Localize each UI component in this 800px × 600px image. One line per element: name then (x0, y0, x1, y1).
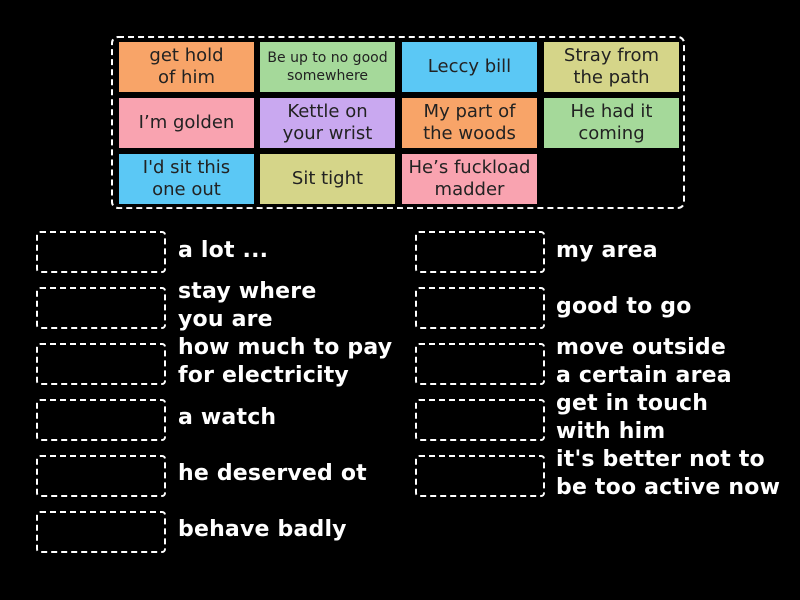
definition-text: he deserved ot (178, 461, 367, 486)
answer-tile[interactable]: He had it coming (543, 97, 680, 149)
answer-tile[interactable]: I’m golden (118, 97, 255, 149)
drop-target-box[interactable] (415, 287, 545, 329)
definition-text: how much to pay for electricity (178, 335, 393, 388)
drop-target-box[interactable] (415, 399, 545, 441)
answer-tile[interactable]: Stray from the path (543, 41, 680, 93)
drop-target-box[interactable] (36, 455, 166, 497)
definition-text: a watch (178, 405, 277, 430)
drop-target-box[interactable] (36, 287, 166, 329)
definition-text: stay where you are (178, 279, 317, 332)
answer-tile-bank (111, 36, 685, 209)
drop-target-box[interactable] (36, 231, 166, 273)
answer-tile[interactable]: Sit tight (259, 153, 396, 205)
definition-text: my area (556, 238, 658, 263)
answer-tile[interactable]: get hold of him (118, 41, 255, 93)
definition-text: get in touch with him (556, 391, 709, 444)
answer-tile[interactable]: He’s fuckload madder (401, 153, 538, 205)
definition-text: move outside a certain area (556, 335, 732, 388)
drop-target-box[interactable] (415, 343, 545, 385)
drop-target-box[interactable] (36, 343, 166, 385)
answer-tile[interactable]: My part of the woods (401, 97, 538, 149)
drop-target-box[interactable] (415, 455, 545, 497)
answer-tile[interactable]: Be up to no good somewhere (259, 41, 396, 93)
drop-target-box[interactable] (415, 231, 545, 273)
definition-text: it's better not to be too active now (556, 447, 781, 500)
definition-text: behave badly (178, 517, 347, 542)
answer-tile[interactable]: Kettle on your wrist (259, 97, 396, 149)
drop-target-box[interactable] (36, 511, 166, 553)
definition-text: a lot ... (178, 238, 269, 263)
answer-tile[interactable]: I'd sit this one out (118, 153, 255, 205)
drop-target-box[interactable] (36, 399, 166, 441)
answer-tile[interactable]: Leccy bill (401, 41, 538, 93)
definition-text: good to go (556, 294, 692, 319)
